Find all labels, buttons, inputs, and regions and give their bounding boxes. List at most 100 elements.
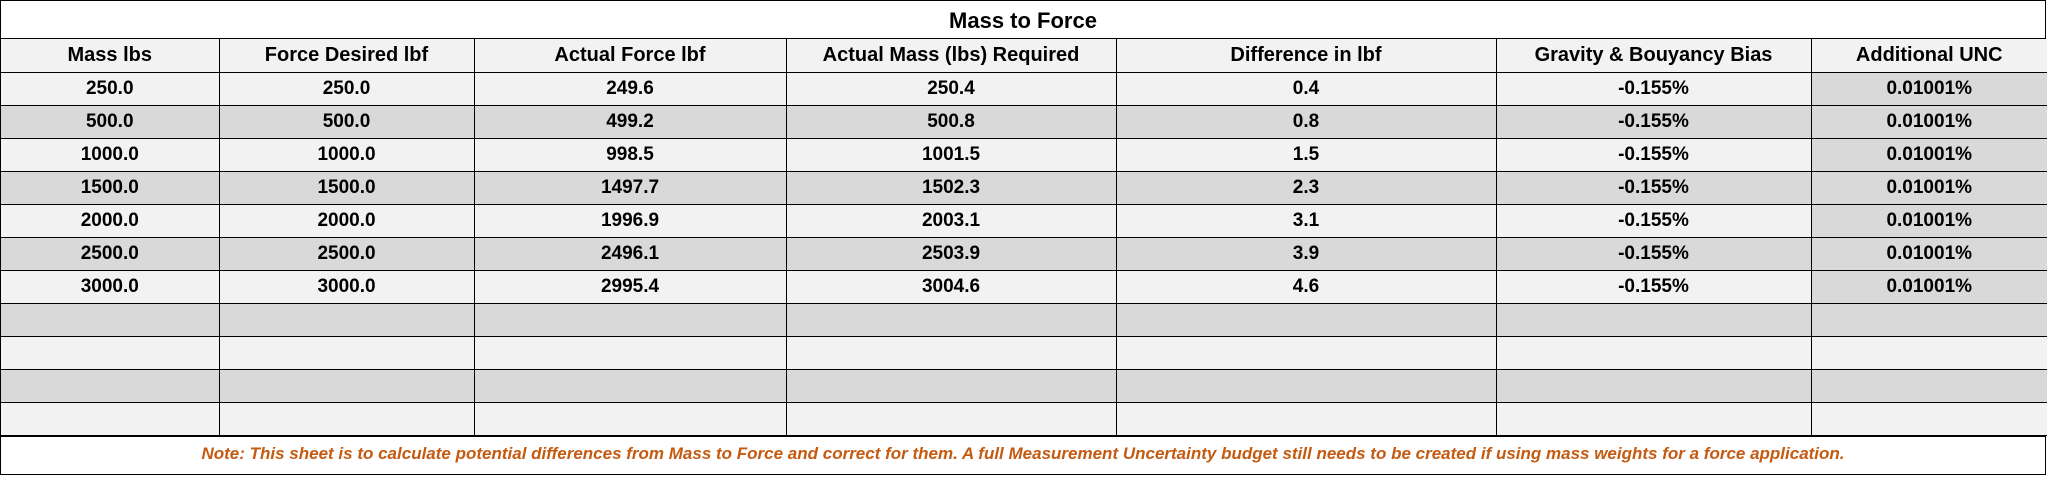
- header-row: Mass lbs Force Desired lbf Actual Force …: [1, 39, 2047, 73]
- cell-empty[interactable]: [1, 369, 220, 403]
- cell-empty[interactable]: [1495, 369, 1812, 403]
- cell-mass[interactable]: 2500.0: [1, 237, 220, 271]
- cell-empty[interactable]: [473, 303, 787, 337]
- cell-actual-mass[interactable]: 2003.1: [785, 204, 1117, 238]
- cell-force-desired[interactable]: 3000.0: [218, 270, 475, 304]
- cell-actual-force[interactable]: 499.2: [473, 105, 787, 139]
- cell-bias[interactable]: -0.155%: [1495, 138, 1812, 172]
- cell-empty[interactable]: [473, 336, 787, 370]
- cell-difference[interactable]: 0.4: [1115, 72, 1497, 106]
- cell-bias[interactable]: -0.155%: [1495, 270, 1812, 304]
- cell-empty[interactable]: [218, 336, 475, 370]
- cell-empty[interactable]: [1, 303, 220, 337]
- cell-empty[interactable]: [1115, 303, 1497, 337]
- cell-difference[interactable]: 4.6: [1115, 270, 1497, 304]
- cell-empty[interactable]: [1115, 336, 1497, 370]
- cell-bias[interactable]: -0.155%: [1495, 105, 1812, 139]
- cell-empty[interactable]: [473, 369, 787, 403]
- cell-additional-unc[interactable]: 0.01001%: [1810, 105, 2047, 139]
- cell-empty[interactable]: [1495, 402, 1812, 436]
- cell-mass[interactable]: 1000.0: [1, 138, 220, 172]
- cell-empty[interactable]: [1810, 402, 2047, 436]
- header-mass[interactable]: Mass lbs: [1, 39, 220, 73]
- sheet-title: Mass to Force: [1, 1, 2045, 39]
- cell-mass[interactable]: 2000.0: [1, 204, 220, 238]
- cell-actual-mass[interactable]: 1001.5: [785, 138, 1117, 172]
- cell-additional-unc[interactable]: 0.01001%: [1810, 171, 2047, 205]
- cell-bias[interactable]: -0.155%: [1495, 204, 1812, 238]
- table-row: 2000.0 2000.0 1996.9 2003.1 3.1 -0.155% …: [1, 204, 2047, 238]
- cell-mass[interactable]: 500.0: [1, 105, 220, 139]
- empty-row: [1, 336, 2047, 370]
- cell-empty[interactable]: [785, 369, 1117, 403]
- cell-additional-unc[interactable]: 0.01001%: [1810, 204, 2047, 238]
- cell-actual-mass[interactable]: 250.4: [785, 72, 1117, 106]
- cell-force-desired[interactable]: 1000.0: [218, 138, 475, 172]
- empty-row: [1, 369, 2047, 403]
- cell-difference[interactable]: 3.1: [1115, 204, 1497, 238]
- empty-row: [1, 402, 2047, 436]
- cell-force-desired[interactable]: 250.0: [218, 72, 475, 106]
- footnote: Note: This sheet is to calculate potenti…: [1, 436, 2045, 470]
- cell-additional-unc[interactable]: 0.01001%: [1810, 237, 2047, 271]
- cell-actual-force[interactable]: 249.6: [473, 72, 787, 106]
- cell-bias[interactable]: -0.155%: [1495, 237, 1812, 271]
- cell-actual-force[interactable]: 1996.9: [473, 204, 787, 238]
- cell-empty[interactable]: [1115, 369, 1497, 403]
- cell-mass[interactable]: 250.0: [1, 72, 220, 106]
- cell-bias[interactable]: -0.155%: [1495, 171, 1812, 205]
- table-row: 1000.0 1000.0 998.5 1001.5 1.5 -0.155% 0…: [1, 138, 2047, 172]
- cell-actual-force[interactable]: 1497.7: [473, 171, 787, 205]
- cell-empty[interactable]: [218, 402, 475, 436]
- cell-difference[interactable]: 3.9: [1115, 237, 1497, 271]
- cell-force-desired[interactable]: 2500.0: [218, 237, 475, 271]
- cell-empty[interactable]: [785, 303, 1117, 337]
- cell-empty[interactable]: [785, 336, 1117, 370]
- cell-difference[interactable]: 0.8: [1115, 105, 1497, 139]
- header-difference[interactable]: Difference in lbf: [1115, 39, 1497, 73]
- cell-empty[interactable]: [1810, 336, 2047, 370]
- cell-empty[interactable]: [473, 402, 787, 436]
- cell-empty[interactable]: [1115, 402, 1497, 436]
- cell-empty[interactable]: [218, 369, 475, 403]
- table-row: 500.0 500.0 499.2 500.8 0.8 -0.155% 0.01…: [1, 105, 2047, 139]
- mass-force-table: Mass lbs Force Desired lbf Actual Force …: [1, 39, 2047, 436]
- header-additional-unc[interactable]: Additional UNC: [1810, 39, 2047, 73]
- table-row: 250.0 250.0 249.6 250.4 0.4 -0.155% 0.01…: [1, 72, 2047, 106]
- table-row: 1500.0 1500.0 1497.7 1502.3 2.3 -0.155% …: [1, 171, 2047, 205]
- cell-empty[interactable]: [1, 402, 220, 436]
- cell-actual-force[interactable]: 2995.4: [473, 270, 787, 304]
- cell-mass[interactable]: 3000.0: [1, 270, 220, 304]
- cell-empty[interactable]: [1810, 303, 2047, 337]
- cell-force-desired[interactable]: 1500.0: [218, 171, 475, 205]
- cell-mass[interactable]: 1500.0: [1, 171, 220, 205]
- table-row: 2500.0 2500.0 2496.1 2503.9 3.9 -0.155% …: [1, 237, 2047, 271]
- table-row: 3000.0 3000.0 2995.4 3004.6 4.6 -0.155% …: [1, 270, 2047, 304]
- cell-empty[interactable]: [218, 303, 475, 337]
- cell-actual-mass[interactable]: 1502.3: [785, 171, 1117, 205]
- header-bias[interactable]: Gravity & Bouyancy Bias: [1495, 39, 1812, 73]
- cell-empty[interactable]: [1, 336, 220, 370]
- cell-difference[interactable]: 2.3: [1115, 171, 1497, 205]
- cell-bias[interactable]: -0.155%: [1495, 72, 1812, 106]
- cell-additional-unc[interactable]: 0.01001%: [1810, 270, 2047, 304]
- cell-actual-force[interactable]: 2496.1: [473, 237, 787, 271]
- cell-difference[interactable]: 1.5: [1115, 138, 1497, 172]
- cell-actual-mass[interactable]: 2503.9: [785, 237, 1117, 271]
- header-actual-mass[interactable]: Actual Mass (lbs) Required: [785, 39, 1117, 73]
- cell-additional-unc[interactable]: 0.01001%: [1810, 138, 2047, 172]
- cell-actual-force[interactable]: 998.5: [473, 138, 787, 172]
- cell-actual-mass[interactable]: 3004.6: [785, 270, 1117, 304]
- cell-actual-mass[interactable]: 500.8: [785, 105, 1117, 139]
- header-force-desired[interactable]: Force Desired lbf: [218, 39, 475, 73]
- cell-force-desired[interactable]: 500.0: [218, 105, 475, 139]
- cell-empty[interactable]: [1495, 303, 1812, 337]
- cell-empty[interactable]: [1810, 369, 2047, 403]
- cell-empty[interactable]: [785, 402, 1117, 436]
- header-actual-force[interactable]: Actual Force lbf: [473, 39, 787, 73]
- empty-row: [1, 303, 2047, 337]
- cell-force-desired[interactable]: 2000.0: [218, 204, 475, 238]
- cell-additional-unc[interactable]: 0.01001%: [1810, 72, 2047, 106]
- cell-empty[interactable]: [1495, 336, 1812, 370]
